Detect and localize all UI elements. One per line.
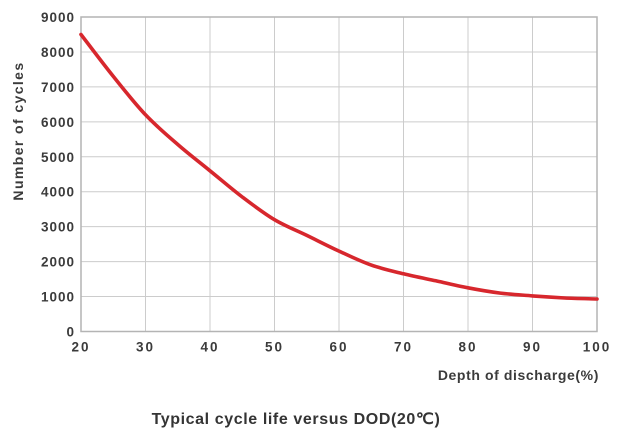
y-tick-label: 0 <box>66 325 75 340</box>
y-tick-label: 7000 <box>41 80 75 95</box>
x-tick-label: 50 <box>265 340 284 355</box>
x-tick-label: 80 <box>458 340 477 355</box>
x-axis-label: Depth of discharge(%) <box>437 367 599 383</box>
x-tick-label: 60 <box>329 340 348 355</box>
cycle-life-curve <box>79 32 599 301</box>
cycle-life-plot: 20 30 40 50 60 70 80 90 100010002000300040005000… <box>41 10 612 355</box>
y-axis-label: Number of cycles <box>10 61 26 201</box>
x-tick-label: 30 <box>136 340 155 355</box>
x-tick-label: 100 <box>583 340 612 355</box>
y-tick-label: 8000 <box>41 45 75 60</box>
x-tick-label: 70 <box>394 340 413 355</box>
y-tick-label: 1000 <box>41 290 75 305</box>
y-tick-label: 2000 <box>41 255 75 270</box>
y-tick-label: 4000 <box>41 185 75 200</box>
y-tick-label: 6000 <box>41 115 75 130</box>
x-tick-label: 20 <box>71 340 90 355</box>
x-tick-label: 90 <box>523 340 542 355</box>
y-tick-label: 3000 <box>41 220 75 235</box>
plot-border <box>80 16 598 333</box>
x-tick-label: 40 <box>200 340 219 355</box>
chart-title: Typical cycle life versus DOD(20℃) <box>151 411 441 428</box>
y-tick-label: 9000 <box>41 10 75 25</box>
y-tick-label: 5000 <box>41 150 75 165</box>
